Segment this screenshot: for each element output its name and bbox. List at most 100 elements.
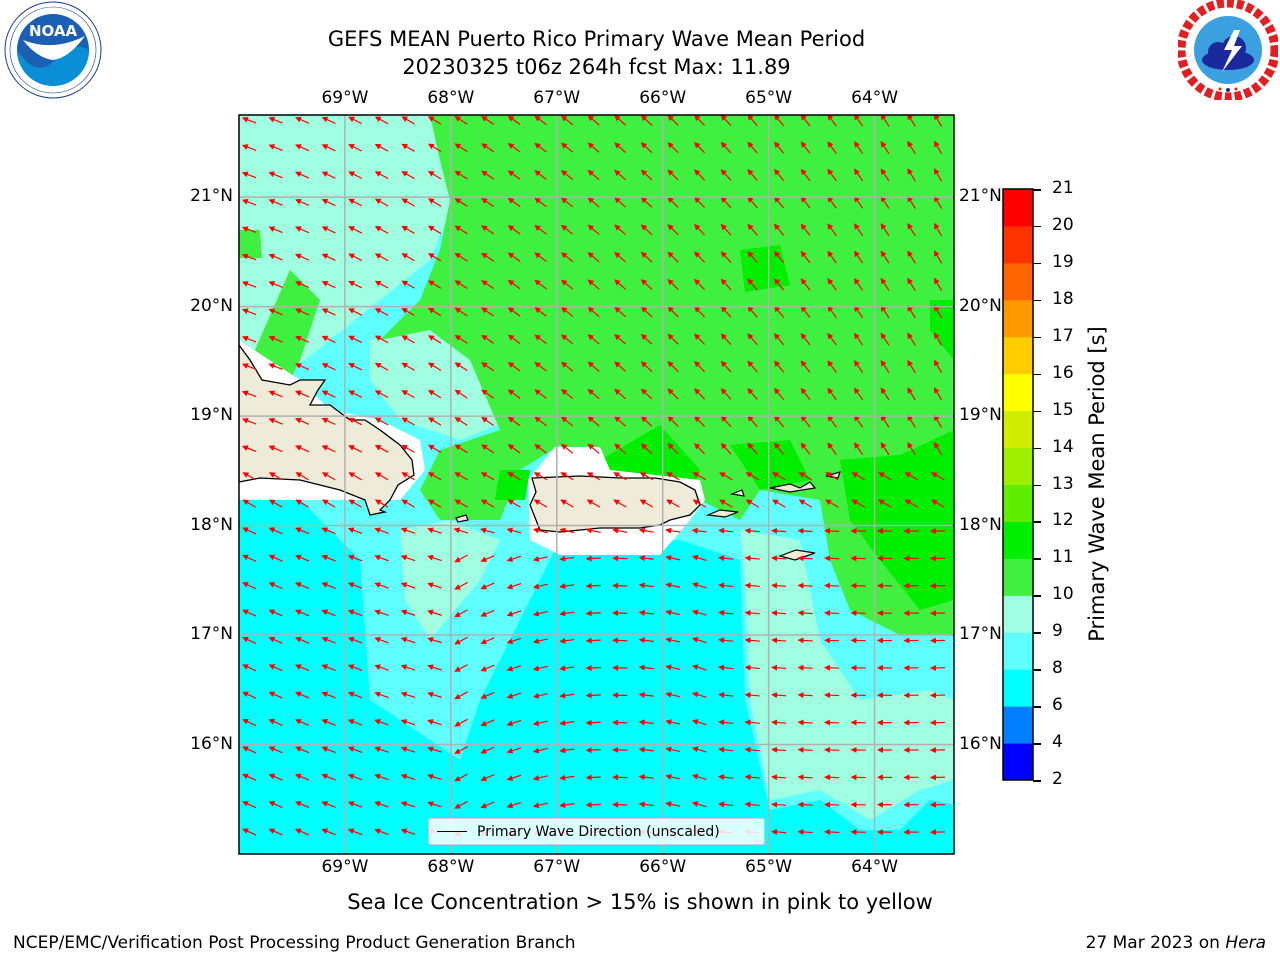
wave-arrow: [614, 197, 626, 208]
wave-arrow: [241, 116, 257, 124]
wave-arrow: [640, 196, 653, 208]
wave-arrow: [294, 828, 310, 836]
wave-arrow: [241, 390, 257, 398]
wave-arrow: [720, 223, 732, 236]
wave-arrow: [454, 800, 468, 809]
wave-arrow: [613, 472, 627, 481]
wave-arrow: [827, 278, 837, 291]
wave-arrow: [295, 198, 310, 206]
field-10-11s: [380, 115, 954, 635]
wave-arrow: [480, 746, 495, 754]
wave-arrow: [800, 387, 811, 401]
colorbar-tick-mark: [1033, 373, 1041, 376]
wave-arrow: [321, 664, 336, 672]
wave-arrow: [321, 499, 336, 508]
wave-arrow: [427, 225, 442, 235]
wave-arrow: [374, 171, 389, 180]
wave-arrow: [454, 472, 468, 481]
wave-arrow: [242, 582, 257, 590]
wave-arrow: [480, 719, 495, 727]
wave-arrow: [878, 499, 892, 508]
wave-arrow: [507, 389, 521, 399]
colorbar-tick-mark: [1033, 189, 1041, 191]
wave-arrow: [480, 637, 495, 645]
wave-arrow: [853, 387, 864, 401]
colorbar-band: [1003, 669, 1033, 707]
wave-arrow: [640, 388, 653, 400]
wave-arrow: [691, 636, 707, 644]
colorbar-tick-mark: [1033, 743, 1041, 745]
wave-arrow: [374, 554, 389, 562]
wave-arrow: [880, 442, 890, 456]
wave-arrow: [268, 390, 283, 398]
wave-arrow: [480, 664, 495, 672]
wave-arrow: [532, 692, 548, 699]
wave-arrow: [295, 417, 310, 425]
colorbar-tick-mark: [1033, 669, 1041, 671]
wave-arrow: [827, 141, 837, 154]
wave-arrow: [427, 335, 442, 344]
wave-arrow: [665, 691, 681, 698]
island-culebra: [729, 489, 745, 497]
wave-arrow: [638, 527, 654, 534]
wave-arrow: [321, 801, 336, 808]
wave-arrow: [694, 333, 706, 345]
wave-arrow: [268, 226, 283, 234]
wave-arrow: [694, 169, 706, 181]
wave-arrow: [507, 444, 521, 454]
wave-arrow: [481, 252, 495, 262]
wave-arrow: [823, 692, 840, 699]
wave-arrow: [241, 445, 257, 452]
wave-arrow: [774, 305, 785, 318]
wave-arrow: [692, 472, 707, 481]
lon-label-bottom: 66°W: [639, 857, 687, 877]
wave-arrow: [295, 499, 309, 508]
wave-arrow: [506, 747, 522, 754]
wave-arrow: [904, 499, 918, 508]
wave-arrow: [506, 719, 522, 727]
wave-arrow: [587, 224, 600, 235]
wave-arrow: [506, 801, 522, 809]
wave-arrow: [933, 140, 943, 155]
wave-arrow: [321, 719, 336, 726]
wave-arrow: [907, 387, 916, 401]
nws-logo: [1176, 0, 1280, 104]
wave-arrow: [747, 169, 758, 181]
wave-arrow: [665, 746, 681, 753]
wave-arrow: [665, 609, 681, 616]
wave-arrow: [268, 116, 283, 124]
wave-arrow: [718, 774, 734, 781]
wave-arrow: [933, 168, 943, 182]
wave-arrow: [774, 250, 785, 264]
wave-arrow: [560, 224, 574, 235]
wave-arrow: [481, 389, 495, 399]
wave-arrow: [823, 555, 840, 562]
wave-arrow: [559, 527, 575, 534]
wave-arrow: [348, 144, 363, 152]
wave-arrow: [427, 582, 442, 589]
wave-arrow: [931, 499, 945, 508]
wave-arrow: [747, 141, 758, 154]
wave-arrow: [268, 664, 283, 672]
wave-arrow: [907, 140, 916, 155]
wave-arrow: [507, 307, 521, 317]
wave-arrow: [401, 362, 415, 371]
wave-arrow: [853, 195, 864, 209]
wave-arrow: [691, 746, 707, 753]
wave-arrow: [720, 251, 732, 263]
wave-arrow: [614, 169, 626, 181]
wave-arrow: [720, 333, 732, 346]
wave-arrow: [321, 144, 336, 152]
wave-arrow: [427, 444, 442, 454]
wave-arrow: [454, 499, 468, 508]
wave-arrow: [587, 416, 600, 427]
wave-arrow: [587, 334, 600, 345]
wave-arrow: [321, 445, 336, 453]
island-mona: [455, 514, 469, 523]
wave-arrow: [694, 388, 706, 400]
wave-arrow: [294, 719, 310, 726]
wave-arrow: [827, 250, 837, 264]
wave-arrow: [560, 443, 574, 454]
wave-arrow: [507, 499, 521, 508]
wave-arrow: [400, 554, 416, 562]
